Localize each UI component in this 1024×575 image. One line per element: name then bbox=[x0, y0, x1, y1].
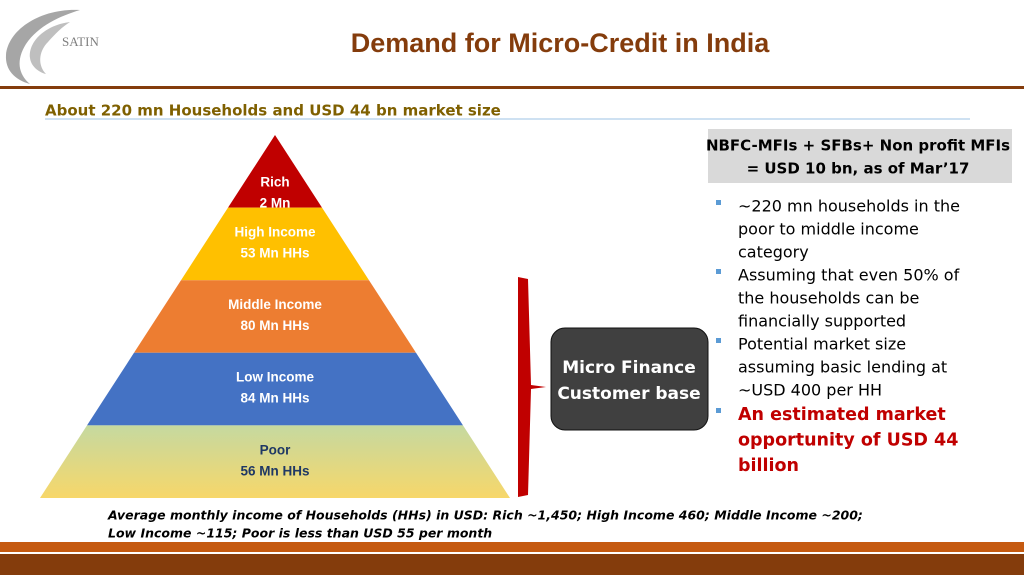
pyramid-tier bbox=[181, 207, 369, 281]
bullet-marker bbox=[716, 269, 721, 274]
footer-band bbox=[0, 542, 1024, 552]
pyramid-tier bbox=[87, 352, 463, 426]
logo: SATIN bbox=[5, 9, 99, 85]
bullet-text: ~220 mn households in the bbox=[738, 197, 960, 216]
bullet-text: financially supported bbox=[738, 312, 906, 331]
bullet-text: Assuming that even 50% of bbox=[738, 266, 960, 285]
info-box bbox=[708, 129, 1012, 183]
pyramid: Rich 2 Mn High Income 53 Mn HHs Middle Incom… bbox=[40, 135, 510, 498]
subtitle: About 220 mn Households and USD 44 bn ma… bbox=[45, 102, 501, 120]
tier-value: 56 Mn HHs bbox=[240, 463, 309, 478]
footnote: Average monthly income of Households (HH… bbox=[107, 508, 863, 523]
center-box-text: Customer base bbox=[557, 384, 700, 404]
pyramid-tier bbox=[40, 425, 510, 498]
tier-label: Low Income bbox=[236, 370, 314, 385]
bullet-text: opportunity of USD 44 bbox=[738, 431, 958, 451]
info-box-text: NBFC-MFIs + SFBs+ Non profit MFIs bbox=[706, 137, 1010, 155]
info-box-text: = USD 10 bn, as of Mar’17 bbox=[747, 160, 970, 178]
bullet-marker bbox=[716, 200, 721, 205]
bullet-text: billion bbox=[738, 456, 799, 476]
bullet-text: the households can be bbox=[738, 289, 919, 308]
footer-band bbox=[0, 554, 1024, 575]
bullet-text: An estimated market bbox=[738, 405, 946, 425]
bullet-text: Potential market size bbox=[738, 335, 906, 354]
bullets: ~220 mn households in the poor to middle … bbox=[716, 197, 960, 476]
title: Demand for Micro-Credit in India bbox=[351, 28, 771, 58]
tier-label: High Income bbox=[234, 224, 315, 239]
bullet-text: assuming basic lending at bbox=[738, 358, 947, 377]
title-rule bbox=[0, 86, 1024, 89]
pyramid-tier bbox=[134, 280, 416, 353]
tier-value: 84 Mn HHs bbox=[240, 391, 309, 406]
bullet-text: ~USD 400 per HH bbox=[738, 381, 882, 400]
pyramid-tier bbox=[228, 135, 322, 208]
tier-label: Middle Income bbox=[228, 297, 322, 312]
footnote: Low Income ~115; Poor is less than USD 5… bbox=[108, 526, 492, 541]
bullet-marker bbox=[716, 408, 721, 413]
bracket bbox=[518, 277, 546, 497]
tier-label: Rich bbox=[260, 175, 289, 190]
bullet-text: category bbox=[738, 243, 809, 262]
logo-text: SATIN bbox=[62, 34, 99, 49]
tier-label: Poor bbox=[260, 442, 291, 457]
bullet-marker bbox=[716, 338, 721, 343]
tier-value: 53 Mn HHs bbox=[240, 245, 309, 260]
center-box bbox=[550, 327, 709, 431]
center-box-text: Micro Finance bbox=[562, 358, 696, 378]
tier-value: 2 Mn bbox=[260, 196, 291, 211]
bullet-text: poor to middle income bbox=[738, 220, 919, 239]
tier-value: 80 Mn HHs bbox=[240, 318, 309, 333]
